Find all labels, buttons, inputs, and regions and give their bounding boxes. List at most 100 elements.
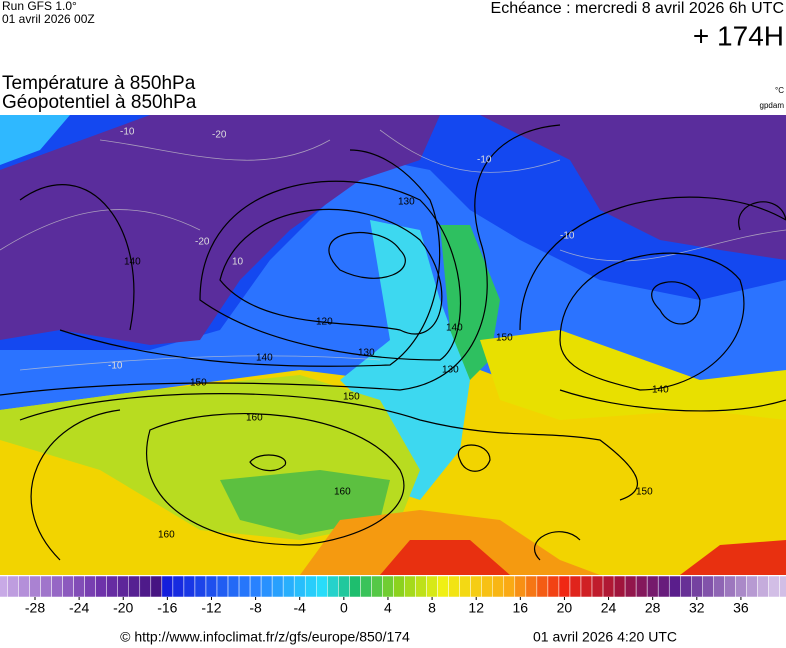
color-swatch [106, 575, 118, 598]
tick-label: 36 [733, 600, 749, 616]
lead-time: + 174H [693, 20, 784, 51]
color-swatch [525, 575, 538, 598]
colorbar: -28 -24 -20 -16 -12 -8 -4 0 4 8 12 16 20 24 28 32 36 [0, 575, 786, 616]
color-swatch [724, 575, 736, 598]
tick-label: -16 [157, 600, 177, 616]
color-swatch [84, 575, 96, 598]
title: Température à 850hPa [2, 73, 196, 94]
contour [219, 208, 443, 335]
color-swatch [624, 575, 637, 598]
color-swatch [580, 575, 593, 598]
contour-label: 120 [316, 317, 333, 328]
contour-label: 150 [190, 378, 207, 389]
contour [30, 409, 121, 561]
tick-label: -20 [113, 600, 133, 616]
contour [249, 454, 286, 472]
color-swatch [29, 575, 41, 598]
contour-label: -20 [212, 130, 227, 141]
color-swatch [316, 575, 328, 598]
color-swatch [260, 575, 273, 598]
color-swatch [459, 575, 471, 598]
contour-label: 160 [334, 487, 351, 498]
field [340, 220, 470, 500]
isotherm [0, 129, 786, 371]
color-swatch [768, 575, 780, 598]
color-swatch [481, 575, 493, 598]
contour [519, 196, 786, 412]
tick-label: 0 [340, 600, 348, 616]
tick-label: -12 [201, 600, 221, 616]
title: Géopotentiel à 850hPa [2, 92, 197, 113]
color-swatch [117, 575, 130, 598]
tick-label: 12 [468, 600, 484, 616]
color-swatch [547, 575, 560, 598]
contour-label: -10 [560, 231, 575, 242]
contour-label: 140 [256, 353, 273, 364]
color-swatch [680, 575, 692, 598]
run: Run GFS 1.0° [2, 0, 77, 13]
contour [145, 413, 405, 546]
color-swatch [702, 575, 714, 598]
contour [19, 393, 638, 561]
unit: gpdam [760, 101, 785, 110]
color-swatch [602, 575, 615, 598]
contour [457, 444, 491, 472]
contour-label: 140 [446, 323, 463, 334]
color-swatch [503, 575, 516, 598]
run-date: 01 avril 2026 00Z [2, 12, 95, 26]
color-swatch [40, 575, 52, 598]
unit: °C [775, 86, 784, 95]
color-swatch [393, 575, 405, 598]
color-swatch [7, 575, 19, 598]
color-swatch [161, 575, 174, 598]
color-swatch [657, 575, 670, 598]
contour [559, 252, 745, 391]
contour-label: 150 [496, 333, 513, 344]
contour [328, 232, 406, 279]
contour-label: 10 [232, 257, 244, 268]
tick-label: 16 [513, 600, 529, 616]
color-swatch [0, 575, 8, 598]
color-swatch [183, 575, 196, 598]
color-swatch [746, 575, 758, 598]
tick-label: 20 [557, 600, 573, 616]
color-swatch [238, 575, 251, 598]
color-swatch [128, 575, 141, 598]
color-swatch [569, 575, 582, 598]
color-swatch [668, 575, 681, 598]
color-swatch [635, 575, 648, 598]
color-swatch [404, 575, 416, 598]
color-swatch [437, 575, 449, 598]
color-swatch [172, 575, 185, 598]
color-swatch [514, 575, 527, 598]
color-swatch [426, 575, 438, 598]
color-swatch [713, 575, 725, 598]
contour-label: 140 [124, 257, 141, 268]
contour-label: 150 [636, 487, 653, 498]
contour-label: -20 [195, 237, 210, 248]
contour [59, 149, 441, 367]
tick-label: -8 [249, 600, 262, 616]
color-swatch [492, 575, 505, 598]
contour [0, 124, 561, 396]
color-swatch [205, 575, 218, 598]
contour [199, 180, 461, 361]
contour-label: 140 [652, 385, 669, 396]
contour-label: 130 [358, 348, 375, 359]
color-swatch [304, 575, 317, 598]
color-swatch [150, 575, 163, 598]
tick-label: -4 [293, 600, 306, 616]
color-swatch [18, 575, 30, 598]
valid-time: Echéance : mercredi 8 avril 2026 6h UTC [491, 0, 784, 17]
tick-label: -24 [69, 600, 89, 616]
color-swatch [194, 575, 207, 598]
contour-label: 130 [398, 197, 415, 208]
color-swatch [73, 575, 85, 598]
color-swatch [282, 575, 295, 598]
field [220, 470, 390, 535]
contour [738, 201, 786, 231]
color-swatch [382, 575, 394, 598]
contour-label: 160 [158, 530, 175, 541]
map: -10 -20 -20 -10 10 -10 -10 130 140 120 1… [0, 115, 786, 575]
